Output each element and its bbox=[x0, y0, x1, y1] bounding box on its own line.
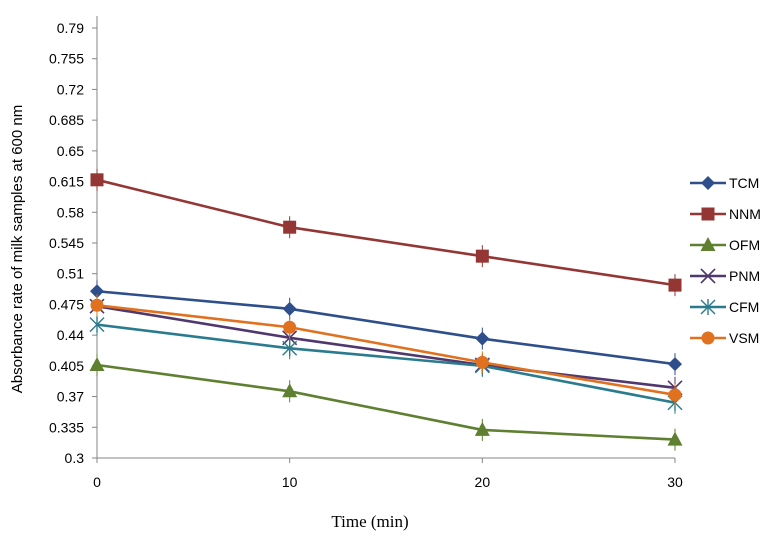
data-point-cfm bbox=[282, 340, 298, 357]
data-point-vsm bbox=[475, 355, 489, 369]
data-point-vsm bbox=[283, 320, 297, 334]
x-tick-label: 30 bbox=[667, 474, 683, 490]
series-tcm bbox=[90, 280, 682, 376]
data-point-ofm bbox=[667, 431, 683, 446]
series-vsm bbox=[90, 294, 682, 406]
legend-label: VSM bbox=[729, 330, 759, 346]
data-point-nnm bbox=[283, 220, 297, 234]
x-tick-label: 20 bbox=[475, 474, 491, 490]
data-point-ofm bbox=[474, 421, 490, 436]
y-axis-ticks: 0.3 0.335 0.37 0.405 0.44 0.475 0.51 0.545 0.58 0… bbox=[49, 20, 97, 466]
legend-marker-cfm bbox=[700, 299, 716, 315]
data-point-tcm bbox=[282, 301, 297, 316]
series-line-nnm bbox=[96, 178, 676, 287]
series-ofm bbox=[89, 353, 683, 451]
y-tick-label: 0.44 bbox=[57, 327, 84, 343]
legend-label: OFM bbox=[729, 237, 760, 253]
legend-marker-vsm bbox=[701, 331, 715, 345]
legend-label: PNM bbox=[729, 268, 760, 284]
x-axis-label: Time (min) bbox=[331, 512, 408, 531]
series-line-ofm bbox=[96, 363, 676, 441]
data-point-tcm bbox=[668, 357, 682, 372]
y-tick-label: 0.685 bbox=[49, 112, 84, 128]
legend-item-ofm: OFM bbox=[690, 237, 760, 253]
legend-label: TCM bbox=[729, 175, 759, 191]
series-pnm bbox=[89, 295, 683, 399]
legend-marker-ofm bbox=[700, 237, 716, 251]
series-layer bbox=[89, 168, 683, 451]
y-tick-label: 0.37 bbox=[57, 389, 84, 405]
legend-item-pnm: PNM bbox=[690, 268, 760, 284]
legend-item-nnm: NNM bbox=[690, 206, 761, 222]
series-line-tcm bbox=[96, 289, 676, 366]
y-tick-label: 0.615 bbox=[49, 174, 84, 190]
y-tick-label: 0.475 bbox=[49, 296, 84, 312]
legend-label: CFM bbox=[729, 299, 759, 315]
y-tick-label: 0.545 bbox=[49, 235, 84, 251]
legend-label: NNM bbox=[729, 206, 761, 222]
data-point-cfm bbox=[89, 316, 105, 333]
series-nnm bbox=[90, 168, 682, 297]
data-point-vsm bbox=[90, 298, 104, 312]
series-cfm bbox=[89, 313, 683, 414]
x-axis-ticks: 0 10 20 30 bbox=[93, 458, 683, 490]
data-point-ofm bbox=[282, 383, 298, 398]
series-line-vsm bbox=[96, 304, 676, 397]
y-tick-label: 0.51 bbox=[57, 266, 84, 282]
series-line-cfm bbox=[96, 323, 676, 404]
data-point-nnm bbox=[475, 249, 489, 263]
y-tick-label: 0.65 bbox=[57, 143, 84, 159]
data-point-ofm bbox=[89, 356, 105, 371]
legend-marker-pnm bbox=[700, 268, 716, 284]
y-tick-label: 0.3 bbox=[65, 450, 85, 466]
data-point-nnm bbox=[90, 173, 104, 187]
x-tick-label: 10 bbox=[282, 474, 298, 490]
y-tick-label: 0.79 bbox=[57, 20, 84, 36]
y-tick-label: 0.72 bbox=[57, 81, 84, 97]
data-point-tcm bbox=[475, 331, 490, 346]
legend-marker-tcm bbox=[701, 176, 715, 190]
data-point-nnm bbox=[668, 278, 682, 292]
data-point-vsm bbox=[668, 388, 682, 402]
legend-item-vsm: VSM bbox=[690, 330, 759, 346]
y-tick-label: 0.335 bbox=[49, 419, 84, 435]
legend-item-cfm: CFM bbox=[690, 299, 759, 315]
y-tick-label: 0.58 bbox=[57, 204, 84, 220]
x-tick-label: 0 bbox=[93, 474, 101, 490]
y-axis-label: Absorbance rate of milk samples at 600 n… bbox=[9, 105, 26, 393]
legend-marker-nnm bbox=[701, 207, 715, 221]
y-tick-label: 0.755 bbox=[49, 51, 84, 67]
y-tick-label: 0.405 bbox=[49, 358, 84, 374]
legend-item-tcm: TCM bbox=[690, 175, 759, 191]
series-line-pnm bbox=[96, 304, 676, 390]
legend: TCM NNM OFM PNM CFM VSM bbox=[690, 175, 761, 346]
data-point-tcm bbox=[90, 284, 104, 299]
